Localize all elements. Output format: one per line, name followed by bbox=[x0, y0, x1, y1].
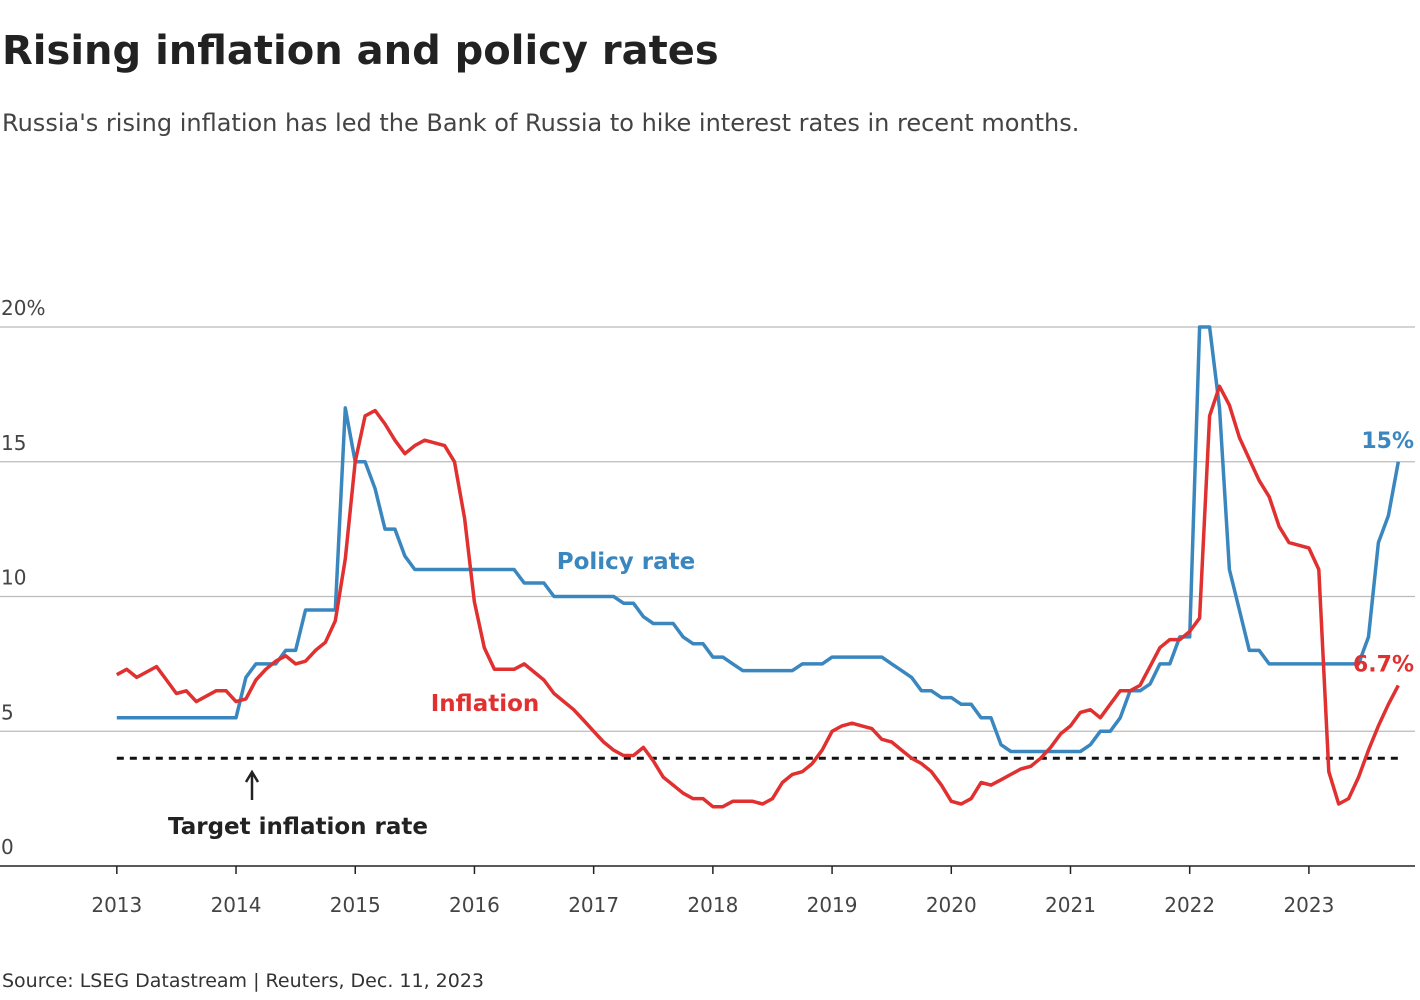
x-tick-label: 2019 bbox=[807, 893, 858, 917]
chart-title: Rising inflation and policy rates bbox=[2, 28, 719, 74]
y-tick-label: 10 bbox=[1, 566, 26, 590]
series-label: Inflation bbox=[431, 691, 540, 717]
y-tick-label: 0 bbox=[1, 835, 14, 859]
x-tick-label: 2018 bbox=[687, 893, 738, 917]
end-label: 6.7% bbox=[1353, 652, 1414, 677]
x-tick-label: 2021 bbox=[1045, 893, 1096, 917]
source-note: Source: LSEG Datastream | Reuters, Dec. … bbox=[2, 970, 484, 992]
x-tick-label: 2015 bbox=[330, 893, 381, 917]
x-tick-label: 2022 bbox=[1164, 893, 1215, 917]
series-label: Policy rate bbox=[557, 549, 696, 575]
end-label: 15% bbox=[1361, 429, 1414, 454]
target-arrow bbox=[244, 769, 260, 800]
target-label: Target inflation rate bbox=[168, 814, 428, 840]
y-tick-label: 5 bbox=[1, 700, 14, 724]
chart-subtitle: Russia's rising inflation has led the Ba… bbox=[2, 109, 1079, 137]
x-tick-label: 2016 bbox=[449, 893, 500, 917]
y-tick-label: 15 bbox=[1, 431, 26, 455]
y-tick-label: 20% bbox=[1, 296, 45, 320]
series-line bbox=[116, 325, 1401, 754]
series-line bbox=[115, 384, 1400, 809]
x-tick-label: 2023 bbox=[1283, 893, 1334, 917]
x-tick-label: 2013 bbox=[91, 893, 142, 917]
x-tick-label: 2014 bbox=[211, 893, 262, 917]
x-tick-label: 2017 bbox=[568, 893, 619, 917]
x-tick-label: 2020 bbox=[926, 893, 977, 917]
